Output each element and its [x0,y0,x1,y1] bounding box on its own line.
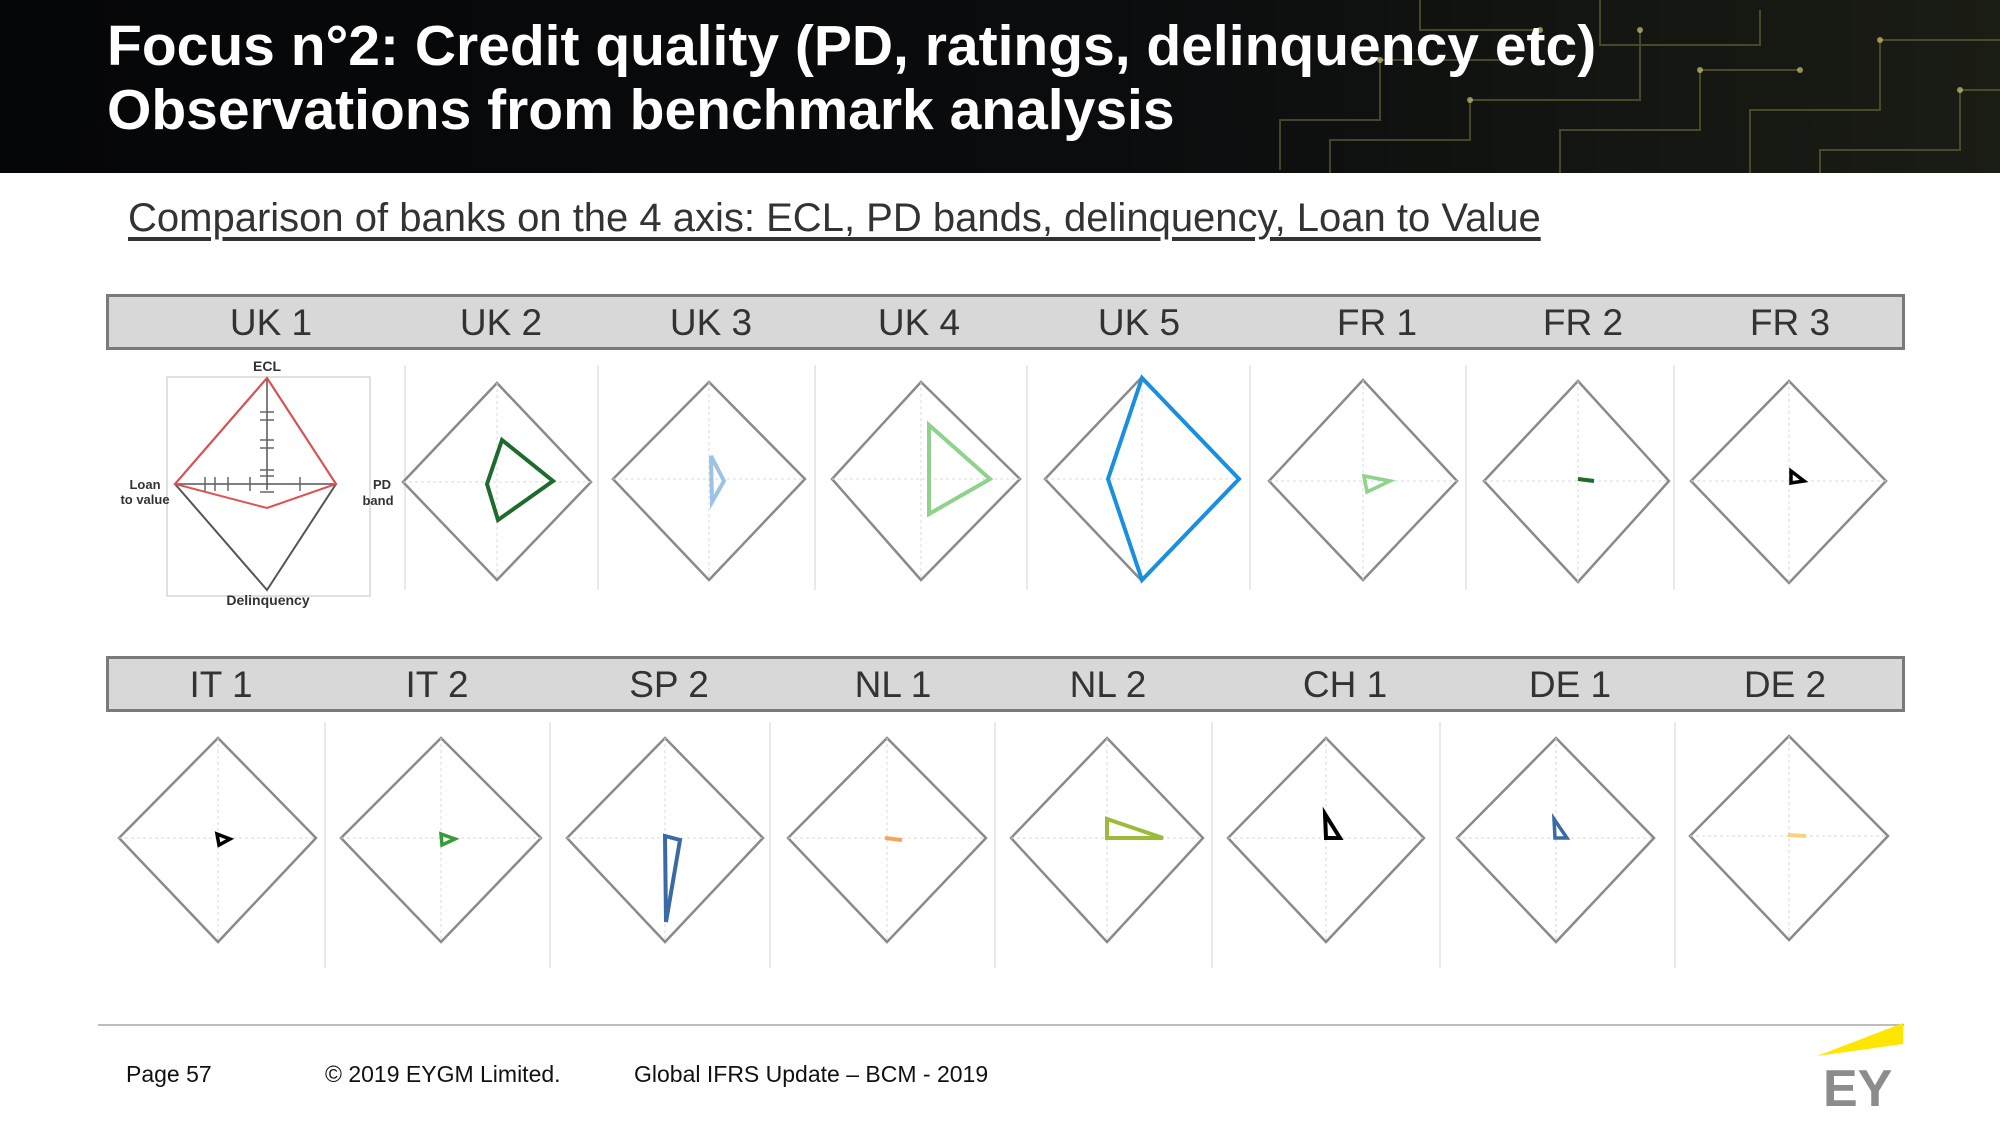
bank-label: UK 1 [229,302,313,343]
diagram-fr3 [1689,379,1888,585]
diagram-de2 [1688,734,1890,942]
bank-label: IT 1 [189,664,253,705]
bank-shape [709,455,727,510]
page-title: Focus n°2: Credit quality (PD, ratings, … [107,14,1596,142]
ey-logo: EY [1817,1023,1903,1110]
circuit-background [0,0,2000,173]
bank-label: NL 1 [854,664,932,705]
header-banner: Focus n°2: Credit quality (PD, ratings, … [0,0,2000,173]
legend-axis-ecl: ECL [253,358,281,374]
bank-shape [214,831,235,848]
ey-logo-beam [1817,1023,1903,1056]
bank-shape [439,831,460,848]
bank-shape [1551,812,1571,840]
copyright: © 2019 EYGM Limited. [325,1061,561,1087]
bank-label: DE 2 [1743,664,1827,705]
bank-label: UK 2 [459,302,543,343]
bank-label: UK 5 [1097,302,1181,343]
bank-label: FR 3 [1749,302,1831,343]
bank-label: NL 2 [1069,664,1147,705]
diagram-nl2 [1009,736,1205,944]
bank-label: UK 3 [669,302,753,343]
column-separators-row-2 [324,722,1676,968]
bank-shape [1787,833,1807,838]
diagram-fr2 [1482,379,1671,584]
bank-label: CH 1 [1302,664,1388,705]
title-line-1: Focus n°2: Credit quality (PD, ratings, … [107,14,1597,78]
bank-shape [1789,467,1809,486]
legend-axis-loan: Loan [129,477,160,492]
bank-label: FR 2 [1542,302,1624,343]
footer-divider [98,1024,1904,1026]
diagram-uk4 [830,380,1022,582]
diagram-uk2 [401,381,593,582]
diagram-it2 [339,736,543,944]
legend-diagram-uk1: ECL PD band Loan to value Delinquency [120,358,393,608]
legend-axis-to-value: to value [120,492,169,507]
diagram-ch1 [1226,736,1426,944]
legend-axis-pd: PD [373,477,391,492]
legend-ticks [204,411,301,493]
bank-shape [1322,806,1344,840]
legend-axis-band: band [362,493,393,508]
column-separators-row-1 [404,365,1675,590]
bank-shape [1105,816,1164,840]
diagram-sp2 [565,736,765,944]
bank-label: DE 1 [1528,664,1612,705]
diagram-uk3 [611,380,807,582]
bank-shape [1105,374,1242,584]
bank-shape [662,833,683,923]
bank-label: UK 4 [877,302,961,343]
event-name: Global IFRS Update – BCM - 2019 [634,1061,989,1087]
diagram-de1 [1455,736,1656,944]
diagram-fr1 [1267,378,1459,582]
bank-shape [884,836,903,842]
bank-shape [1577,477,1595,483]
diagram-uk5 [1043,374,1242,584]
diagram-nl1 [786,736,988,944]
legend-red-polygon [173,376,338,510]
bank-shape [484,436,557,524]
bank-label: IT 2 [405,664,469,705]
subtitle: Comparison of banks on the 4 axis: ECL, … [128,196,1541,240]
radar-diagrams: ECL PD band Loan to value Delinquency [117,358,1890,968]
ey-logo-text: EY [1823,1060,1892,1110]
diagram-it1 [117,736,318,944]
bank-header-row-1: UK 1 UK 2 UK 3 UK 4 UK 5 FR 1 FR 2 FR 3 [106,294,1905,350]
title-line-2: Observations from benchmark analysis [107,78,1175,142]
bank-shape [1361,473,1396,495]
legend-axis-delinquency: Delinquency [226,592,309,608]
bank-shape [927,420,994,518]
page-number: Page 57 [126,1061,212,1087]
bank-label: FR 1 [1336,302,1418,343]
bank-header-row-2: IT 1 IT 2 SP 2 NL 1 NL 2 CH 1 DE 1 DE 2 [106,656,1905,712]
bank-label: SP 2 [629,664,709,705]
legend-frame [166,376,371,597]
